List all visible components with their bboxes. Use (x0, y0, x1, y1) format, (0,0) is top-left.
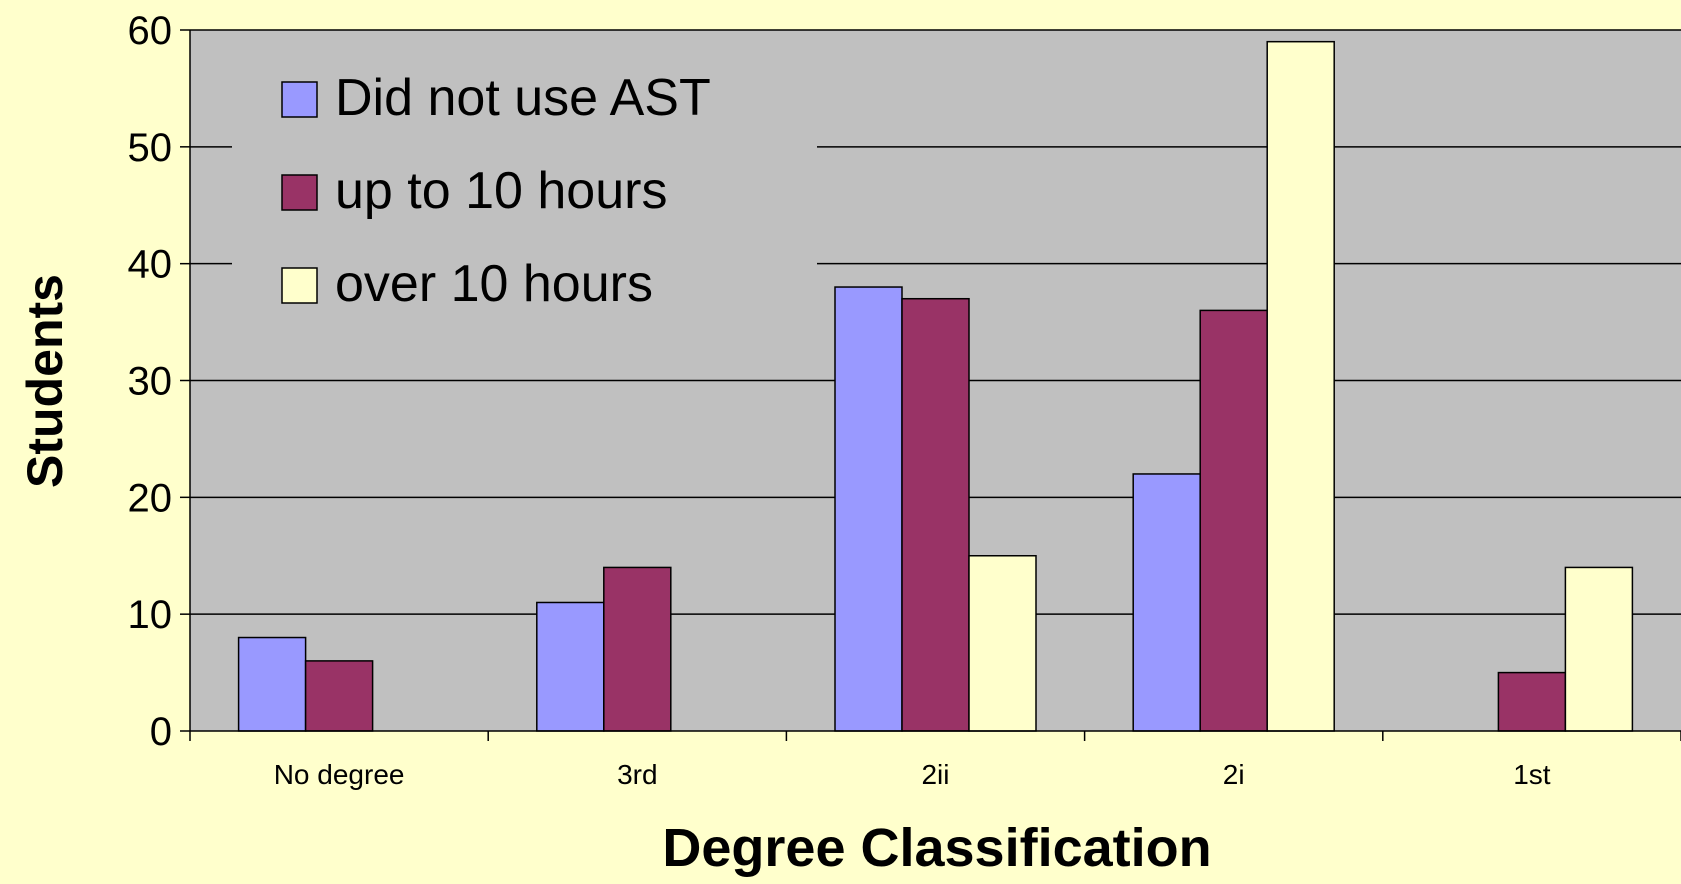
x-tick-label: 2ii (921, 759, 949, 790)
x-tick-label: No degree (274, 759, 405, 790)
y-tick-label: 50 (128, 126, 173, 170)
x-axis: No degree 3rd 2ii 2i 1st (190, 731, 1681, 790)
y-tick-label: 10 (128, 593, 173, 637)
legend-swatch (282, 268, 317, 303)
bar-3rd-series-0 (537, 602, 604, 731)
bar-2i-series-2 (1267, 42, 1334, 731)
y-tick-label: 30 (128, 360, 173, 404)
legend-label: over 10 hours (335, 255, 653, 313)
legend-swatch (282, 175, 317, 210)
y-tick-label: 60 (128, 9, 173, 53)
bar-1st-series-2 (1565, 567, 1632, 731)
bar-3rd-series-1 (604, 567, 671, 731)
y-tick-label: 20 (128, 476, 173, 520)
y-axis: 0 10 20 30 40 50 60 (128, 9, 191, 754)
bar-2ii-series-2 (969, 556, 1036, 731)
y-axis-title: Students (17, 274, 73, 488)
x-tick-label: 2i (1223, 759, 1245, 790)
bar-2ii-series-1 (902, 299, 969, 731)
bar-no-degree-series-1 (306, 661, 373, 731)
bar-no-degree-series-0 (239, 638, 306, 731)
bar-2i-series-0 (1133, 474, 1200, 731)
y-tick-label: 40 (128, 243, 173, 287)
x-axis-title: Degree Classification (662, 818, 1211, 878)
legend-label: Did not use AST (335, 69, 711, 127)
legend-label: up to 10 hours (335, 162, 667, 220)
bar-2i-series-1 (1200, 310, 1267, 731)
x-tick-label: 1st (1513, 759, 1551, 790)
legend: Did not use AST up to 10 hours over 10 hou… (232, 42, 817, 340)
x-tick-label: 3rd (617, 759, 657, 790)
y-tick-label: 0 (150, 710, 172, 754)
bar-2ii-series-0 (835, 287, 902, 731)
legend-swatch (282, 82, 317, 117)
bar-1st-series-1 (1498, 673, 1565, 731)
